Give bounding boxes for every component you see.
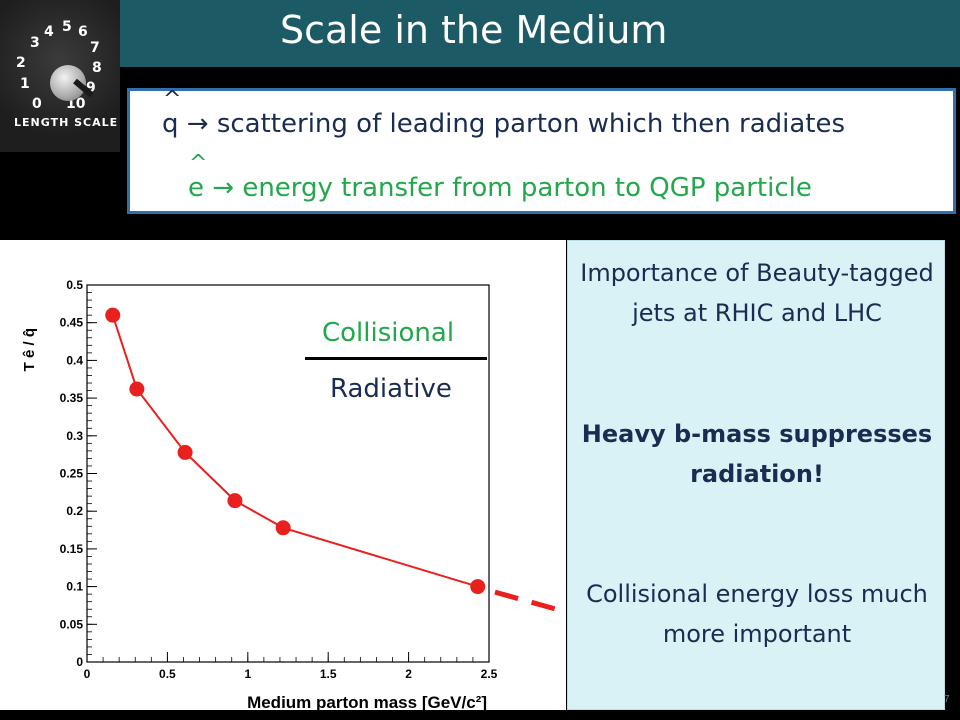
page-title: Scale in the Medium — [280, 8, 668, 52]
info-collisional-loss: Collisional energy loss much more import… — [586, 580, 928, 648]
x-tick-label: 0.5 — [159, 667, 176, 681]
q-symbol: q — [162, 109, 179, 139]
data-point — [105, 307, 121, 323]
e-hat-symbol: ^ e — [188, 151, 207, 203]
e-hat-description: energy transfer from parton to QGP parti… — [242, 173, 812, 203]
x-tick-label: 0 — [84, 667, 91, 681]
definitions-box: ^ q → scattering of leading parton which … — [127, 87, 956, 214]
data-point — [129, 381, 145, 397]
y-tick-label: 0.2 — [66, 504, 83, 518]
x-axis-label: Medium parton mass [GeV/c²] — [247, 693, 487, 710]
x-tick-label: 2 — [405, 667, 412, 681]
data-point — [227, 493, 243, 509]
y-tick-label: 0.3 — [66, 429, 83, 443]
page-number: 7 — [944, 694, 950, 705]
y-tick-label: 0 — [76, 655, 83, 669]
knob-label: LENGTH SCALE — [14, 116, 119, 129]
data-point — [470, 579, 486, 595]
y-tick-label: 0.05 — [60, 617, 84, 631]
q-hat-description: scattering of leading parton which then … — [216, 109, 846, 139]
mass-ratio-chart: 0 0.05 0.1 0.15 0.2 0.25 0.3 0.35 0.4 0.45 0.5 0 0.5… — [21, 278, 566, 710]
definition-e-hat: ^ e → energy transfer from parton to QGP … — [188, 151, 812, 203]
dial-number: 2 — [16, 55, 26, 71]
info-heavy-mass: Heavy b-mass suppresses radiation! — [581, 420, 933, 488]
series-line — [111, 314, 479, 588]
dial-number: 5 — [62, 19, 72, 35]
y-axis-label: T ê / q̂ — [21, 328, 38, 371]
x-tick-label: 1.5 — [320, 667, 337, 681]
arrow-icon: → — [212, 173, 235, 203]
dial-number: 0 — [32, 96, 42, 112]
y-tick-label: 0.45 — [60, 316, 84, 330]
dial-number: 9 — [86, 80, 96, 96]
plot-panel: 0 0.05 0.1 0.15 0.2 0.25 0.3 0.35 0.4 0.45 0.5 0 0.5… — [0, 240, 566, 710]
hat-mark: ^ — [163, 87, 182, 112]
y-tick-label: 0.4 — [66, 353, 83, 367]
data-point — [275, 520, 291, 536]
e-symbol: e — [188, 173, 204, 203]
definition-q-hat: ^ q → scattering of leading parton which … — [162, 87, 846, 139]
ratio-numerator: Collisional — [322, 318, 455, 348]
ratio-denominator: Radiative — [330, 374, 452, 404]
y-tick-label: 0.35 — [60, 391, 84, 405]
y-tick-label: 0.25 — [60, 467, 84, 481]
hat-mark: ^ — [189, 151, 208, 176]
x-tick-label: 1 — [244, 667, 251, 681]
dial-number: 6 — [78, 24, 88, 40]
y-tick-label: 0.15 — [60, 542, 84, 556]
dial-number: 8 — [92, 60, 102, 76]
dial-number: 7 — [90, 40, 100, 56]
dial-number: 4 — [44, 24, 54, 40]
x-tick-label: 2.5 — [481, 667, 498, 681]
q-hat-symbol: ^ q — [162, 87, 181, 139]
info-beauty-jets: Importance of Beauty-tagged jets at RHIC… — [580, 259, 934, 327]
y-tick-label: 0.5 — [66, 278, 83, 292]
y-tick-label: 0.1 — [66, 580, 83, 594]
length-scale-knob-logo: 4 5 6 3 7 2 8 1 9 0 10 LENGTH SCALE — [0, 0, 120, 152]
info-panel: Importance of Beauty-tagged jets at RHIC… — [567, 240, 945, 710]
data-point — [177, 444, 193, 460]
extrapolation-line — [494, 589, 566, 615]
arrow-icon: → — [186, 109, 209, 139]
title-band: Scale in the Medium — [120, 0, 960, 67]
dial-number: 1 — [20, 76, 30, 92]
dial-number: 3 — [30, 35, 40, 51]
ratio-fraction-bar — [305, 357, 487, 360]
